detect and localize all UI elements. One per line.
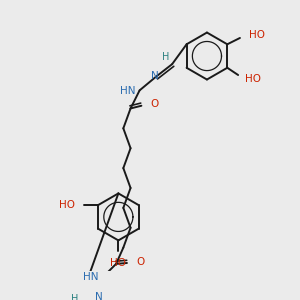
Text: HO: HO [59,200,75,210]
Text: N: N [95,292,103,300]
Text: HN: HN [83,272,99,283]
Text: HO: HO [245,74,261,84]
Text: HN: HN [121,86,136,96]
Text: O: O [150,99,159,109]
Text: N: N [151,71,159,81]
Text: HO: HO [110,259,126,269]
Text: O: O [136,257,144,267]
Text: HO: HO [249,30,265,40]
Text: H: H [71,294,78,300]
Text: H: H [162,52,169,62]
